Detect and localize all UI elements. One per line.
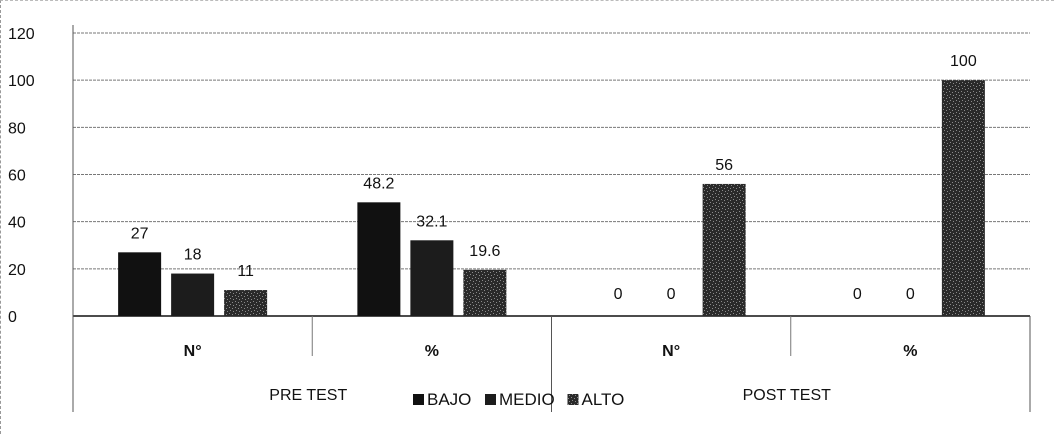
legend-swatch-bajo [413,394,424,405]
bar-medio [410,240,454,316]
data-label: 0 [906,286,915,303]
x-group-label: POST TEST [743,387,832,404]
bar-alto [941,80,985,317]
data-label: 56 [715,157,733,174]
data-label: 19.6 [469,243,500,260]
legend-label-alto: ALTO [582,390,625,409]
legend-swatch-alto [567,394,579,405]
bar-bajo [357,202,401,316]
data-label: 32.1 [416,213,447,230]
y-tick-label: 0 [8,309,17,326]
legend-label-medio: MEDIO [499,390,555,409]
data-label: 27 [131,225,149,242]
x-category-label: % [903,343,917,360]
data-label: 0 [667,286,676,303]
x-group-label: PRE TEST [269,387,347,404]
y-tick-label: 20 [8,262,26,279]
bar-medio [171,273,215,316]
bar-alto [702,183,746,316]
x-category-label: % [425,343,439,360]
x-category-label: N° [662,343,680,360]
legend-label-bajo: BAJO [427,390,471,409]
data-label: 100 [950,53,977,70]
y-tick-label: 40 [8,215,26,232]
y-tick-label: 100 [8,73,35,90]
x-category-label: N° [184,343,202,360]
data-label: 18 [184,247,202,264]
legend-swatch-medio [485,394,496,405]
y-tick-label: 60 [8,168,26,185]
data-label: 48.2 [363,175,394,192]
data-label: 0 [614,286,623,303]
y-tick-label: 120 [8,26,35,43]
data-label: 11 [237,263,254,280]
bar-alto [463,269,507,316]
y-tick-label: 80 [8,120,26,137]
bar-bajo [118,252,162,316]
data-label: 0 [853,286,862,303]
bar-alto [224,290,268,316]
